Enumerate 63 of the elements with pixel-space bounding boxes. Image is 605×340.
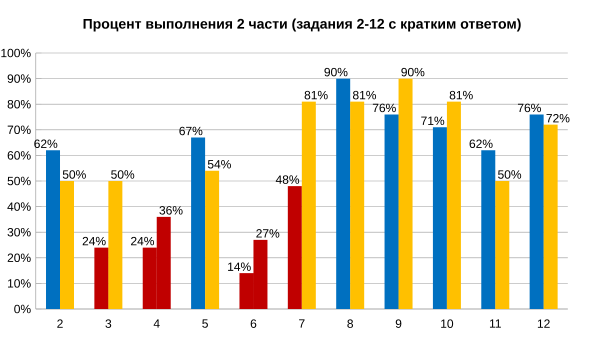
data-label: 90% bbox=[401, 68, 424, 76]
x-tick-label: 5 bbox=[202, 319, 208, 328]
data-label: 54% bbox=[208, 160, 231, 168]
bar bbox=[495, 181, 510, 309]
y-tick-label: 50% bbox=[8, 176, 31, 186]
data-label: 72% bbox=[546, 114, 570, 122]
x-tick-label: 8 bbox=[347, 319, 353, 328]
data-label: 36% bbox=[159, 206, 183, 215]
data-label: 50% bbox=[498, 170, 522, 179]
data-label: 50% bbox=[62, 170, 86, 179]
x-tick-label: 10 bbox=[441, 319, 454, 328]
bar bbox=[336, 78, 350, 309]
data-label: 24% bbox=[82, 236, 106, 246]
data-label: 50% bbox=[111, 170, 134, 179]
bar bbox=[108, 181, 122, 309]
y-tick-label: 100% bbox=[1, 48, 31, 58]
data-label: 81% bbox=[352, 90, 376, 100]
data-label: 76% bbox=[372, 104, 396, 112]
bar bbox=[530, 114, 544, 309]
y-tick-label: 20% bbox=[8, 254, 31, 262]
x-tick-label: 11 bbox=[490, 319, 501, 328]
data-label: 14% bbox=[228, 262, 251, 271]
bar bbox=[446, 102, 461, 309]
data-label: 62% bbox=[34, 140, 58, 148]
bar bbox=[60, 181, 74, 309]
bar bbox=[398, 78, 413, 309]
x-tick-label: 3 bbox=[105, 319, 112, 328]
y-tick-label: 80% bbox=[8, 100, 31, 108]
y-tick-label: 60% bbox=[8, 151, 31, 160]
data-label: 71% bbox=[421, 116, 444, 125]
bar bbox=[94, 248, 108, 309]
x-tick-label: 6 bbox=[250, 319, 256, 328]
data-label: 24% bbox=[131, 236, 154, 246]
data-label: 27% bbox=[256, 229, 280, 238]
x-tick-label: 9 bbox=[396, 319, 402, 328]
data-label: 48% bbox=[276, 175, 300, 184]
data-label: 62% bbox=[470, 140, 493, 148]
bar bbox=[191, 137, 206, 309]
y-tick-label: 70% bbox=[8, 126, 31, 134]
y-tick-label: 30% bbox=[8, 228, 31, 236]
y-tick-label: 40% bbox=[7, 202, 31, 211]
data-label: 81% bbox=[304, 90, 328, 100]
y-tick-label: 90% bbox=[8, 74, 31, 83]
data-label: 67% bbox=[179, 126, 202, 136]
bar bbox=[384, 114, 399, 309]
chart-title: Процент выполнения 2 части (задания 2-12 с кратким ответом) bbox=[84, 18, 521, 32]
x-tick-label: 12 bbox=[538, 319, 550, 328]
bar bbox=[544, 124, 558, 309]
y-tick-label: 0% bbox=[14, 304, 31, 314]
y-tick-label: 10% bbox=[8, 279, 31, 288]
data-label: 76% bbox=[518, 104, 541, 112]
bar bbox=[432, 127, 447, 309]
bar bbox=[350, 102, 364, 309]
x-tick-label: 4 bbox=[154, 319, 160, 328]
bar bbox=[288, 186, 302, 309]
bar bbox=[302, 102, 316, 309]
x-tick-label: 2 bbox=[57, 319, 63, 328]
data-label: 81% bbox=[450, 90, 473, 100]
bar bbox=[481, 150, 496, 309]
data-label: 90% bbox=[324, 68, 348, 76]
x-tick-label: 7 bbox=[299, 319, 305, 328]
bar bbox=[46, 150, 60, 309]
bar bbox=[205, 170, 220, 309]
